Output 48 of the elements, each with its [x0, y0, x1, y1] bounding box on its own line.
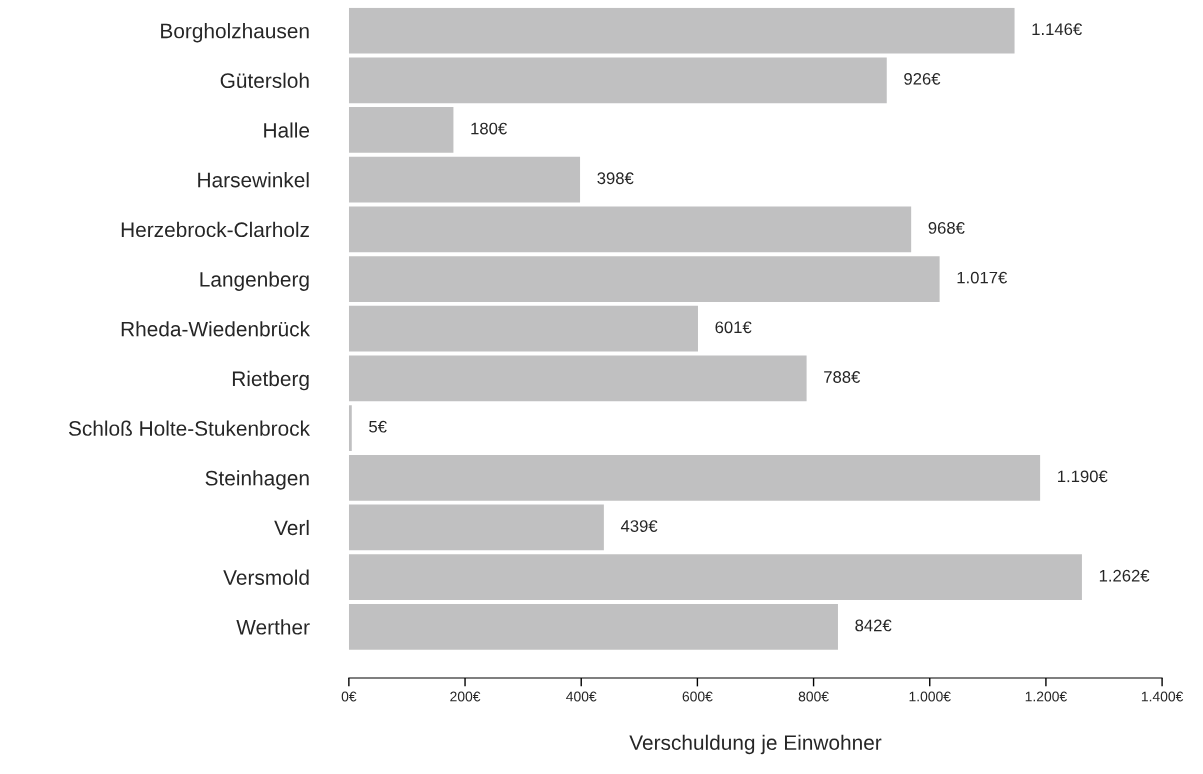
- x-tick-label: 800€: [798, 691, 829, 702]
- bar: [348, 554, 1082, 601]
- y-tick-label: Schloß Holte-Stukenbrock: [68, 420, 311, 436]
- x-axis-title: Verschuldung je Einwohner: [629, 734, 882, 755]
- y-tick-label: Verl: [274, 519, 309, 536]
- data-label: 842€: [855, 619, 892, 632]
- data-label: 601€: [715, 321, 752, 334]
- x-tick-label: 400€: [566, 691, 597, 702]
- bar: [348, 57, 887, 104]
- x-tick-label: 600€: [682, 691, 713, 702]
- x-tick-label: 200€: [450, 691, 481, 702]
- data-label: 968€: [928, 222, 965, 234]
- y-tick-label: Harsewinkel: [198, 172, 309, 188]
- y-tick-label: Langenberg: [200, 271, 309, 291]
- x-tick-label: 0€: [341, 691, 357, 702]
- data-label: 1.262€: [1099, 569, 1150, 582]
- bar: [348, 305, 698, 352]
- data-label: 180€: [471, 122, 507, 135]
- y-tick-label: Halle: [264, 122, 310, 138]
- data-label: 1.190€: [1058, 470, 1108, 483]
- bar: [348, 7, 1015, 54]
- y-tick-label: Werther: [236, 619, 310, 635]
- data-label: 1.017€: [957, 271, 1008, 284]
- bar: [348, 355, 807, 402]
- bar: [348, 603, 838, 650]
- x-tick-label: 1.000€: [909, 691, 951, 702]
- y-tick-label: Borgholzhausen: [161, 23, 309, 43]
- data-label: 439€: [620, 520, 658, 532]
- bar: [348, 454, 1041, 501]
- bar: [348, 107, 454, 153]
- y-tick-label: Rietberg: [232, 370, 309, 391]
- x-tick-label: 1.200€: [1025, 691, 1067, 702]
- bar: [348, 504, 604, 551]
- bar: [348, 256, 940, 302]
- data-label: 926€: [904, 72, 941, 85]
- data-label: 788€: [824, 371, 861, 383]
- y-tick-label: Steinhagen: [205, 470, 309, 490]
- x-tick-label: 1.400€: [1141, 691, 1184, 702]
- y-tick-label: Herzebrock-Clarholz: [121, 221, 309, 238]
- y-tick-label: Rheda-Wiedenbrück: [121, 321, 311, 337]
- y-tick-label: Versmold: [223, 569, 309, 585]
- y-tick-label: Gütersloh: [220, 72, 309, 89]
- bar: [348, 156, 581, 203]
- data-label: 5€: [369, 420, 387, 433]
- data-label: 398€: [597, 172, 634, 185]
- data-label: 1.146€: [1032, 23, 1082, 36]
- bar: [348, 405, 352, 451]
- bar: [348, 206, 912, 253]
